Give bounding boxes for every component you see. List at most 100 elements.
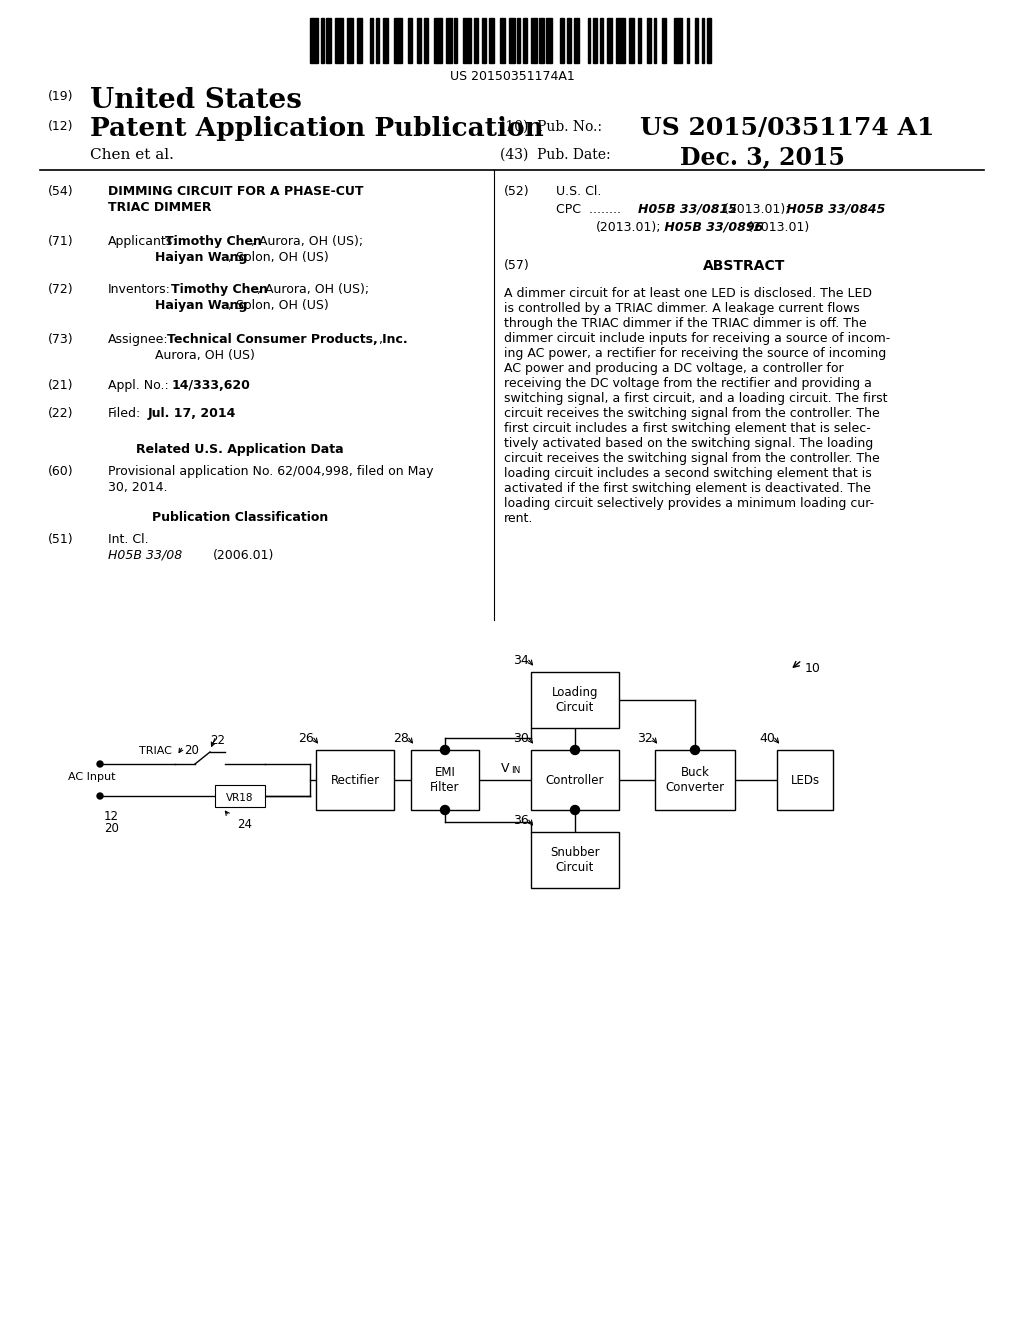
Text: Loading
Circuit: Loading Circuit: [552, 686, 598, 714]
Text: H05B 33/0845: H05B 33/0845: [782, 203, 886, 216]
Text: (19): (19): [48, 90, 74, 103]
Text: 14/333,620: 14/333,620: [172, 379, 251, 392]
Circle shape: [97, 793, 103, 799]
Text: (12): (12): [48, 120, 74, 133]
Bar: [653, 18, 656, 63]
Text: 24: 24: [238, 818, 253, 832]
Text: CPC  ........: CPC ........: [556, 203, 621, 216]
Circle shape: [570, 805, 580, 814]
Text: Filed:: Filed:: [108, 407, 141, 420]
Text: TRIAC: TRIAC: [138, 746, 171, 756]
Text: (10)  Pub. No.:: (10) Pub. No.:: [500, 120, 602, 135]
Text: AC power and producing a DC voltage, a controller for: AC power and producing a DC voltage, a c…: [504, 362, 844, 375]
Text: 26: 26: [298, 733, 314, 744]
Text: (71): (71): [48, 235, 74, 248]
Text: 34: 34: [513, 653, 529, 667]
Text: Timothy Chen: Timothy Chen: [165, 235, 262, 248]
Text: (57): (57): [504, 259, 529, 272]
Bar: [531, 672, 618, 729]
Bar: [335, 18, 343, 63]
Bar: [371, 18, 373, 63]
Text: Dec. 3, 2015: Dec. 3, 2015: [680, 145, 845, 169]
Text: Patent Application Publication: Patent Application Publication: [90, 116, 544, 141]
Text: , Solon, OH (US): , Solon, OH (US): [228, 251, 329, 264]
Bar: [686, 18, 689, 63]
Bar: [694, 18, 697, 63]
Bar: [701, 18, 705, 63]
Bar: [662, 18, 666, 63]
Text: ing AC power, a rectifier for receiving the source of incoming: ing AC power, a rectifier for receiving …: [504, 347, 886, 360]
Bar: [674, 18, 682, 63]
Text: Haiyan Wang: Haiyan Wang: [155, 251, 248, 264]
Text: through the TRIAC dimmer if the TRIAC dimmer is off. The: through the TRIAC dimmer if the TRIAC di…: [504, 317, 866, 330]
Text: (21): (21): [48, 379, 74, 392]
Circle shape: [440, 746, 450, 755]
Text: A dimmer circuit for at least one LED is disclosed. The LED: A dimmer circuit for at least one LED is…: [504, 286, 872, 300]
Bar: [523, 18, 527, 63]
Bar: [777, 750, 833, 810]
Text: receiving the DC voltage from the rectifier and providing a: receiving the DC voltage from the rectif…: [504, 378, 871, 389]
Bar: [473, 18, 477, 63]
Bar: [411, 750, 479, 810]
Bar: [500, 18, 505, 63]
Text: Haiyan Wang: Haiyan Wang: [155, 300, 248, 312]
Bar: [463, 18, 471, 63]
Text: loading circuit selectively provides a minimum loading cur-: loading circuit selectively provides a m…: [504, 498, 874, 510]
Bar: [424, 18, 428, 63]
Text: United States: United States: [90, 87, 302, 114]
Text: TRIAC DIMMER: TRIAC DIMMER: [108, 201, 212, 214]
Bar: [531, 832, 618, 888]
Text: dimmer circuit include inputs for receiving a source of incom-: dimmer circuit include inputs for receiv…: [504, 333, 890, 345]
Bar: [517, 18, 520, 63]
Text: 22: 22: [211, 734, 225, 747]
Text: DIMMING CIRCUIT FOR A PHASE-CUT: DIMMING CIRCUIT FOR A PHASE-CUT: [108, 185, 364, 198]
Text: 30, 2014.: 30, 2014.: [108, 480, 168, 494]
Bar: [647, 18, 651, 63]
Text: EMI
Filter: EMI Filter: [430, 766, 460, 795]
Text: switching signal, a first circuit, and a loading circuit. The first: switching signal, a first circuit, and a…: [504, 392, 888, 405]
Bar: [531, 18, 537, 63]
Bar: [446, 18, 452, 63]
Bar: [376, 18, 379, 63]
Text: Aurora, OH (US): Aurora, OH (US): [155, 348, 255, 362]
Text: 10: 10: [805, 663, 821, 675]
Bar: [600, 18, 603, 63]
Text: , Aurora, OH (US);: , Aurora, OH (US);: [251, 235, 364, 248]
Circle shape: [690, 746, 699, 755]
Text: 36: 36: [513, 814, 529, 828]
Text: Controller: Controller: [546, 774, 604, 787]
Text: (2006.01): (2006.01): [213, 549, 274, 562]
Text: Inventors:: Inventors:: [108, 282, 171, 296]
Bar: [708, 18, 712, 63]
Text: activated if the first switching element is deactivated. The: activated if the first switching element…: [504, 482, 870, 495]
Bar: [383, 18, 388, 63]
Text: (43)  Pub. Date:: (43) Pub. Date:: [500, 148, 610, 162]
Text: (2013.01);: (2013.01);: [720, 203, 790, 216]
Bar: [593, 18, 597, 63]
Bar: [347, 18, 352, 63]
Text: is controlled by a TRIAC dimmer. A leakage current flows: is controlled by a TRIAC dimmer. A leaka…: [504, 302, 860, 315]
Text: Appl. No.:: Appl. No.:: [108, 379, 169, 392]
Bar: [215, 785, 265, 807]
Bar: [481, 18, 486, 63]
Bar: [588, 18, 590, 63]
Text: Applicants:: Applicants:: [108, 235, 177, 248]
Text: Assignee:: Assignee:: [108, 333, 169, 346]
Text: ,: ,: [379, 333, 383, 346]
Bar: [638, 18, 641, 63]
Text: 40: 40: [759, 733, 775, 744]
Text: Int. Cl.: Int. Cl.: [108, 533, 148, 546]
Bar: [310, 18, 318, 63]
Bar: [394, 18, 402, 63]
Bar: [547, 18, 552, 63]
Text: 28: 28: [393, 733, 409, 744]
Bar: [607, 18, 612, 63]
Bar: [321, 18, 324, 63]
Text: (51): (51): [48, 533, 74, 546]
Text: (54): (54): [48, 185, 74, 198]
Text: Rectifier: Rectifier: [331, 774, 380, 787]
Circle shape: [570, 746, 580, 755]
Bar: [573, 18, 580, 63]
Text: (52): (52): [504, 185, 529, 198]
Text: circuit receives the switching signal from the controller. The: circuit receives the switching signal fr…: [504, 451, 880, 465]
